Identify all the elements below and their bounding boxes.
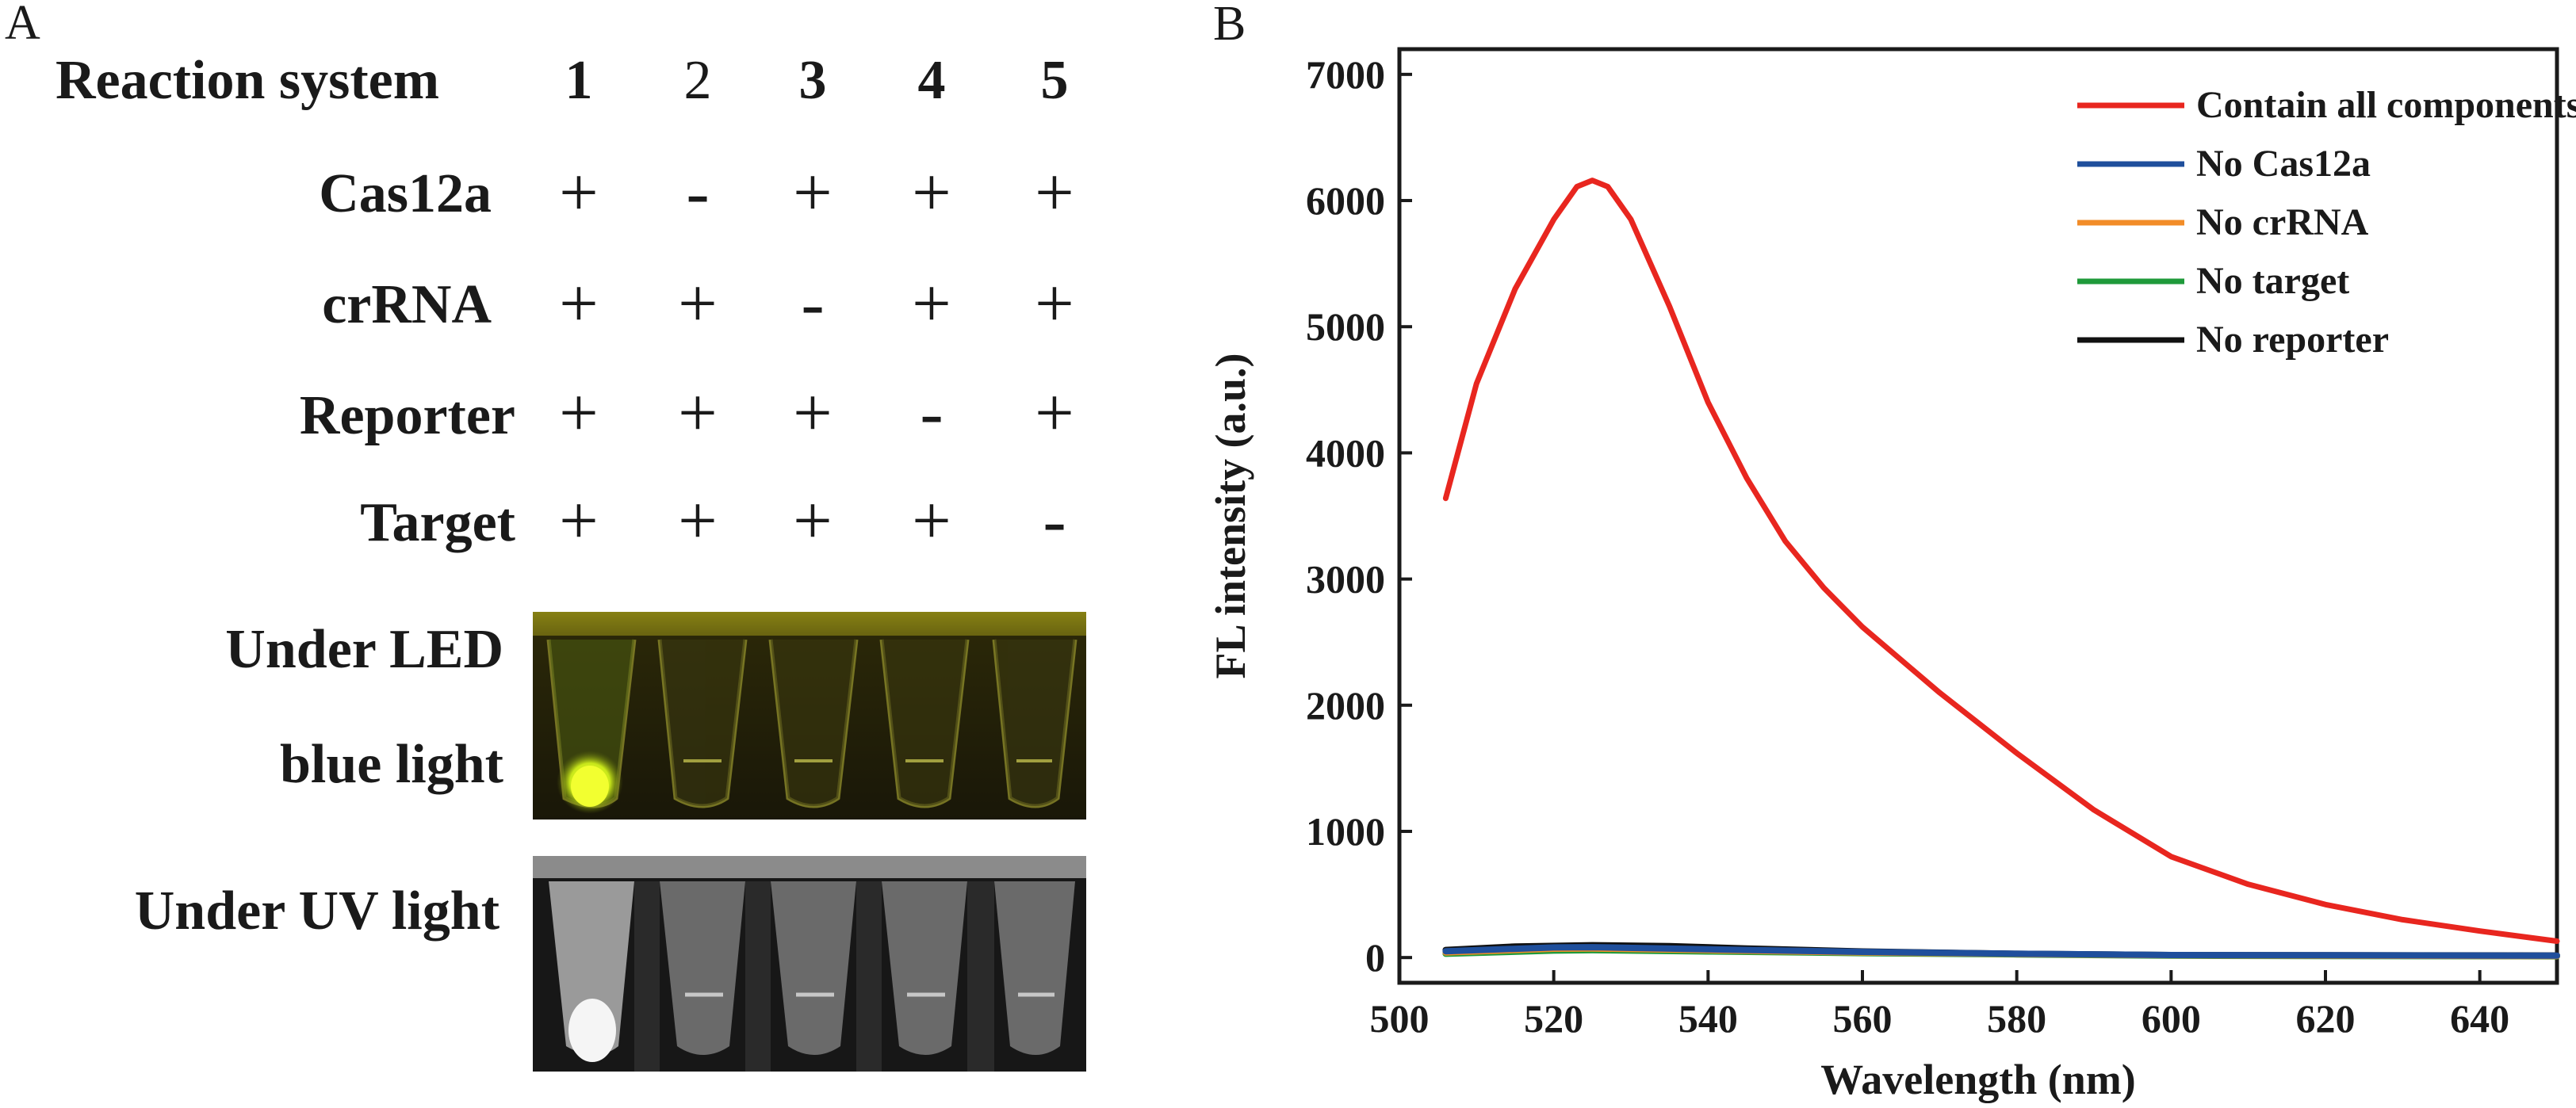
sign: +	[793, 483, 833, 560]
x-tick-label: 580	[1987, 996, 2046, 1041]
sign: -	[801, 266, 825, 342]
legend-label: Contain all components	[2196, 84, 2576, 126]
x-axis-title: Wavelength (nm)	[1820, 1056, 2136, 1103]
reaction-system-label: Reaction system	[56, 50, 440, 111]
row-label-target: Target	[360, 492, 515, 553]
led-tubes-photo	[533, 612, 1086, 820]
legend-label: No Cas12a	[2196, 143, 2371, 185]
column-header: 3	[798, 50, 827, 111]
legend-label: No reporter	[2196, 319, 2389, 361]
y-tick-label: 5000	[1306, 304, 1385, 349]
column-header: 5	[1040, 50, 1069, 111]
sign: +	[559, 375, 599, 452]
sign: +	[793, 155, 833, 231]
series-line-1	[1442, 178, 2560, 944]
uv-tubes-photo	[533, 856, 1086, 1072]
led-label-line1: Under LED	[225, 619, 503, 680]
sign: +	[1035, 155, 1074, 231]
panel-a-letter: A	[5, 0, 40, 50]
y-tick-label: 2000	[1306, 683, 1385, 728]
row-label-cas12a: Cas12a	[319, 163, 492, 224]
y-tick-label: 0	[1365, 935, 1385, 980]
uv-label: Under UV light	[134, 881, 500, 942]
x-tick-label: 540	[1678, 996, 1738, 1041]
x-tick-label: 500	[1370, 996, 1430, 1041]
sign: -	[686, 155, 710, 231]
sign: +	[559, 483, 599, 560]
led-label-line2: blue light	[279, 734, 503, 795]
x-tick-label: 520	[1524, 996, 1583, 1041]
y-tick-label: 4000	[1306, 430, 1385, 475]
y-axis-title: FL intensity (a.u.)	[1207, 353, 1254, 678]
sign: +	[793, 375, 833, 452]
y-tick-label: 3000	[1306, 557, 1385, 602]
sign: +	[1035, 375, 1074, 452]
sign: -	[1043, 483, 1066, 560]
fl-spectrum-chart: B 500 520 540 560 580 600 620 640 0 1000 2000 3000 40…	[1207, 0, 2576, 1103]
column-header: 1	[565, 50, 593, 111]
series-line-2	[1442, 944, 2560, 959]
legend-label: No target	[2196, 260, 2349, 302]
sign: +	[912, 155, 951, 231]
panel-b-letter: B	[1213, 0, 1246, 51]
x-tick-label: 620	[2296, 996, 2356, 1041]
sign: +	[912, 266, 951, 342]
sign: +	[678, 483, 718, 560]
column-header: 4	[917, 50, 946, 111]
legend-label: No crRNA	[2196, 201, 2369, 243]
sign: +	[559, 266, 599, 342]
x-tick-label: 640	[2450, 996, 2509, 1041]
plot-frame	[1397, 47, 2559, 985]
sign: +	[678, 375, 718, 452]
panel-b: B 500 520 540 560 580 600 620 640 0 1000 2000 3000 40…	[1205, 0, 2576, 1108]
column-header: 2	[683, 50, 712, 111]
x-tick-label: 600	[2142, 996, 2201, 1041]
y-tick-label: 6000	[1306, 178, 1385, 223]
row-label-reporter: Reporter	[299, 385, 515, 446]
sign: +	[559, 155, 599, 231]
sign: +	[1035, 266, 1074, 342]
y-tick-label: 7000	[1306, 52, 1385, 97]
y-tick-label: 1000	[1306, 809, 1385, 854]
row-label-crrna: crRNA	[322, 274, 492, 335]
sign: +	[912, 483, 951, 560]
sign: -	[920, 375, 944, 452]
sign: +	[678, 266, 718, 342]
x-tick-label: 560	[1833, 996, 1893, 1041]
